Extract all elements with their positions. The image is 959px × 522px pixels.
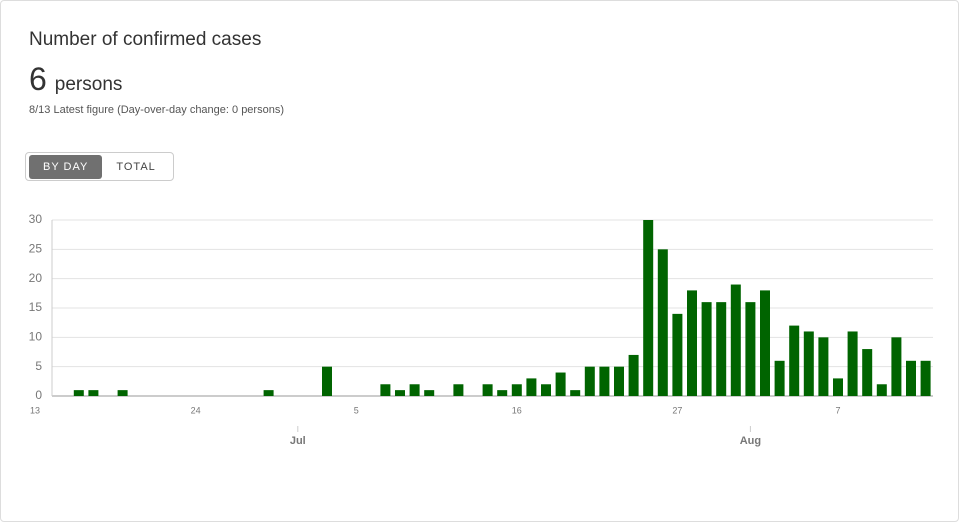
bar	[687, 290, 697, 396]
change-note: (Day-over-day change: 0 persons)	[117, 104, 284, 116]
bar	[482, 384, 493, 396]
bar	[716, 302, 727, 396]
bar	[745, 302, 756, 396]
bar	[526, 378, 537, 396]
bar	[599, 366, 610, 396]
bar	[322, 366, 332, 396]
x-tick-label: 5	[354, 405, 359, 415]
bar	[833, 378, 843, 396]
y-tick-label: 0	[35, 388, 42, 402]
bar	[847, 331, 858, 396]
bar	[643, 220, 654, 396]
bar	[511, 384, 522, 396]
bar	[117, 390, 128, 396]
y-tick-label: 20	[29, 271, 43, 285]
month-label: Jul	[290, 435, 306, 447]
x-tick-label: 24	[191, 405, 201, 415]
bar	[263, 390, 274, 396]
bar	[628, 354, 639, 396]
bar	[774, 360, 785, 396]
headline-value: 6	[29, 61, 47, 97]
x-tick-label: 16	[512, 405, 522, 415]
headline-unit: persons	[54, 74, 123, 95]
bar	[395, 390, 405, 396]
bar	[876, 384, 887, 396]
bar	[672, 313, 683, 396]
bar	[657, 249, 668, 396]
bar	[760, 290, 770, 396]
bar	[555, 372, 566, 396]
bar	[424, 390, 435, 396]
toggle-button[interactable]: BY DAY	[29, 154, 103, 179]
bar	[88, 390, 99, 396]
bar	[541, 384, 551, 396]
bar	[862, 349, 873, 396]
y-tick-label: 15	[29, 300, 43, 314]
bar	[701, 302, 712, 396]
x-tick-label: 7	[835, 405, 840, 415]
bar	[891, 337, 902, 396]
bar	[380, 384, 391, 396]
bar	[906, 360, 916, 396]
date-note: 8/13 Latest figure	[29, 104, 115, 116]
bar	[818, 337, 829, 396]
card-title: Number of confirmed cases	[29, 29, 262, 50]
note: 8/13 Latest figure (Day-over-day change:…	[29, 104, 284, 116]
bar	[730, 284, 741, 396]
y-tick-label: 25	[29, 242, 43, 256]
bar	[409, 384, 420, 396]
toggle-button[interactable]: TOTAL	[116, 160, 156, 173]
headline: 6 persons	[29, 61, 122, 98]
bar	[570, 390, 581, 396]
bar	[789, 325, 800, 396]
month-label: Aug	[740, 435, 761, 447]
bar	[497, 390, 508, 396]
bar	[920, 360, 931, 396]
y-tick-label: 10	[29, 330, 43, 344]
y-tick-label: 5	[35, 359, 42, 373]
x-tick-label: 27	[672, 405, 682, 415]
bar	[803, 331, 814, 396]
bar	[614, 366, 624, 396]
y-tick-label: 30	[29, 212, 43, 226]
chart: 0 5 10 15 20 25 30 13 24 Jul 5 16 27 Aug 7	[29, 212, 933, 447]
x-tick-label: 13	[30, 405, 40, 415]
toggle: BY DAY TOTAL	[25, 152, 174, 181]
bar	[73, 390, 84, 396]
bar	[453, 384, 464, 396]
bar	[584, 366, 595, 396]
